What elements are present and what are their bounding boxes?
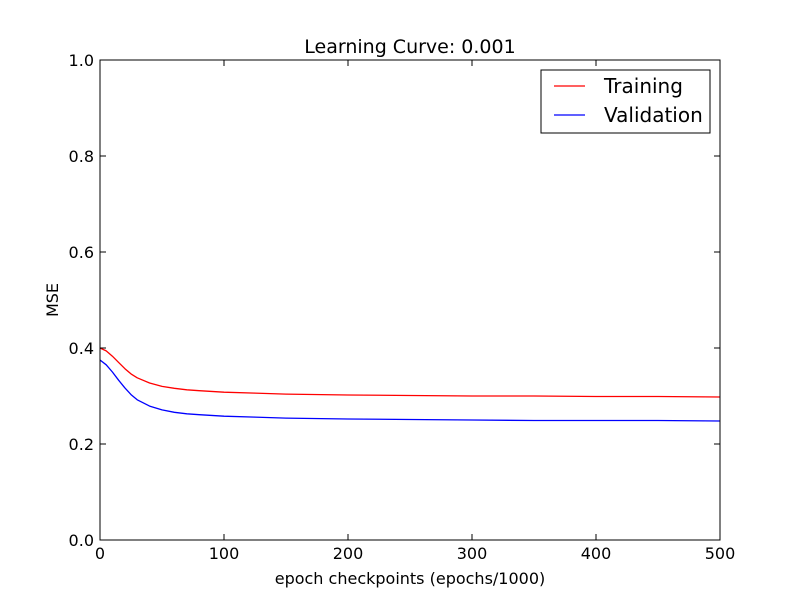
x-tick-label: 500 (705, 544, 736, 563)
x-axis-label: epoch checkpoints (epochs/1000) (275, 569, 546, 588)
legend-box (540, 69, 711, 134)
legend-label-validation: Validation (604, 103, 703, 127)
x-axis-ticks: 0 100 200 300 400 500 (95, 60, 735, 563)
y-tick-label: 1.0 (69, 51, 94, 70)
y-axis-label: MSE (43, 283, 62, 317)
x-tick-label: 100 (209, 544, 240, 563)
x-tick-label: 200 (333, 544, 364, 563)
x-tick-label: 400 (581, 544, 612, 563)
legend-label-training: Training (603, 74, 683, 98)
x-tick-label: 0 (95, 544, 105, 563)
y-axis-ticks: 0.0 0.2 0.4 0.6 0.8 1.0 (69, 51, 720, 550)
plot-area (99, 59, 721, 541)
series-line-training (99, 347, 721, 398)
y-tick-label: 0.6 (69, 243, 94, 262)
y-tick-label: 0.0 (69, 531, 94, 550)
series-line-validation (99, 359, 721, 422)
y-tick-label: 0.2 (69, 435, 94, 454)
y-tick-label: 0.8 (69, 147, 94, 166)
x-tick-label: 300 (457, 544, 488, 563)
plot-frame (99, 59, 721, 541)
legend: Training Validation (540, 69, 711, 134)
y-tick-label: 0.4 (69, 339, 94, 358)
chart-title: Learning Curve: 0.001 (304, 36, 515, 58)
